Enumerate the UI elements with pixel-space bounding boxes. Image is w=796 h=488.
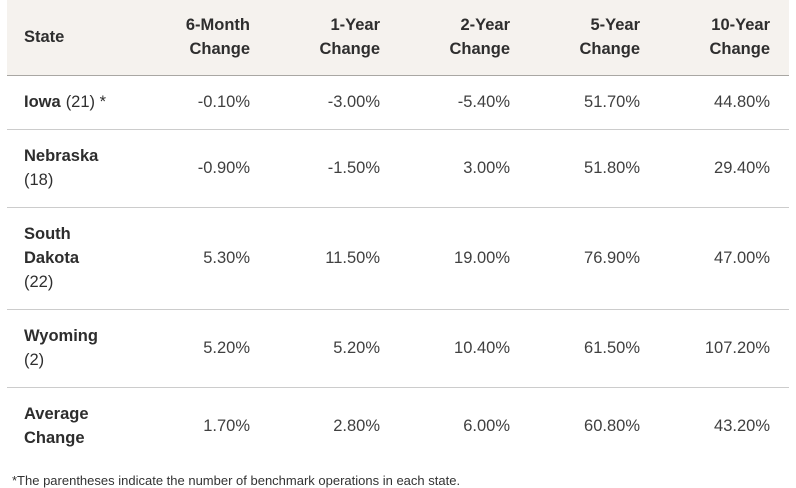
state-name: Average Change (24, 404, 89, 447)
cell-value: 1.70% (203, 416, 250, 435)
cell-value: 19.00% (399, 207, 529, 310)
cell-value: 29.40% (659, 129, 789, 208)
cell-value: 60.80% (584, 416, 640, 435)
col-header-state: State (7, 0, 139, 76)
cell-value: 61.50% (529, 309, 659, 388)
cell-value: 44.80% (659, 75, 789, 130)
cell-value: 6.00% (463, 416, 510, 435)
table-row-nebraska: Nebraska (18) -0.90% -1.50% 3.00% 51.80% … (7, 129, 789, 208)
table-row-iowa: Iowa (21) * -0.10% -3.00% -5.40% 51.70% 4… (7, 75, 789, 130)
table-row-south-dakota: South Dakota (22) 5.30% 11.50% 19.00% 76.… (7, 207, 789, 310)
col-header-6-month-change: 6-Month Change (139, 0, 269, 76)
state-label-south-dakota: South Dakota (22) (7, 207, 139, 310)
cell-value: 5.20% (139, 309, 269, 388)
col-header-2-year-change: 2-Year Change (399, 0, 529, 76)
cell-value: 5.20% (269, 309, 399, 388)
benchmark-count: (22) (24, 272, 54, 291)
cell-value: 3.00% (399, 129, 529, 208)
state-label-iowa: Iowa (21) * (7, 75, 139, 130)
cell-value: -5.40% (399, 75, 529, 130)
col-header-10-year-change: 10-Year Change (659, 0, 789, 76)
benchmark-count: (21) * (65, 92, 107, 111)
state-label-wyoming: Wyoming (2) (7, 309, 139, 388)
cell-value: 11.50% (269, 207, 399, 310)
cell-value: 10.40% (399, 309, 529, 388)
state-name: Nebraska (24, 146, 99, 165)
cell-value: 5.30% (139, 207, 269, 310)
state-change-table: State 6-Month Change 1-Year Change 2-Yea… (7, 0, 789, 465)
benchmark-count: (2) (24, 350, 45, 369)
state-label-nebraska: Nebraska (18) (7, 129, 139, 208)
cell-value: 43.20% (714, 416, 770, 435)
cell-value: 47.00% (659, 207, 789, 310)
header-row: State 6-Month Change 1-Year Change 2-Yea… (7, 0, 789, 76)
cell-value: -0.90% (139, 129, 269, 208)
cell-value: -1.50% (269, 129, 399, 208)
state-name: Iowa (24, 92, 61, 111)
cell-value: -3.00% (269, 75, 399, 130)
table-row-wyoming: Wyoming (2) 5.20% 5.20% 10.40% 61.50% 107… (7, 309, 789, 388)
cell-value: 76.90% (529, 207, 659, 310)
col-header-5-year-change: 5-Year Change (529, 0, 659, 76)
cell-value: 51.80% (529, 129, 659, 208)
footnote: *The parentheses indicate the number of … (12, 472, 461, 488)
state-name: Wyoming (24, 326, 98, 345)
table-row-average: Average Change 1.70% 2.80% 6.00% 60.80% … (7, 387, 789, 465)
cell-value: -0.10% (139, 75, 269, 130)
benchmark-count: (18) (24, 170, 54, 189)
cell-value: 2.80% (333, 416, 380, 435)
col-header-1-year-change: 1-Year Change (269, 0, 399, 76)
state-label-average: Average Change (7, 387, 139, 465)
state-name: South Dakota (24, 224, 80, 267)
cell-value: 51.70% (529, 75, 659, 130)
cell-value: 107.20% (659, 309, 789, 388)
